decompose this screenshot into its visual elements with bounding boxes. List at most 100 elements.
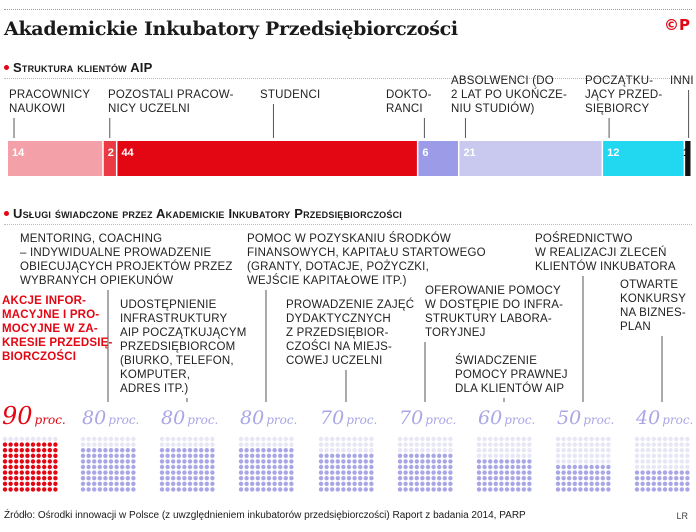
service-dot xyxy=(318,436,324,442)
service-dot xyxy=(442,459,447,464)
service-dot xyxy=(431,436,436,442)
service-dot xyxy=(634,453,640,458)
service-dot xyxy=(397,481,403,486)
service-dot xyxy=(42,459,47,464)
service-dot xyxy=(324,487,329,492)
service-dot xyxy=(567,448,572,453)
service-dot xyxy=(272,442,277,447)
service-dot xyxy=(578,487,583,492)
structure-label-line: NIU STUDIÓW) xyxy=(451,103,535,115)
service-dot xyxy=(199,448,204,453)
service-dot xyxy=(425,436,431,442)
service-dot xyxy=(358,459,363,464)
service-dot xyxy=(409,487,414,492)
service-dot xyxy=(358,453,363,458)
service-dot xyxy=(278,487,283,492)
service-dot xyxy=(14,487,19,492)
service-category-label: UDOSTĘPNIENIE INFRASTRUKTURY AIP POCZĄTKUJ… xyxy=(120,298,247,396)
service-dot xyxy=(42,436,47,442)
service-dot xyxy=(341,436,346,442)
service-dot xyxy=(668,464,673,470)
service-dot xyxy=(668,487,673,492)
service-dot xyxy=(125,481,130,486)
service-dot xyxy=(589,470,594,475)
service-dot xyxy=(651,459,656,464)
service-dot xyxy=(521,481,526,486)
structure-label-line: RANCI xyxy=(386,103,423,115)
service-dot xyxy=(358,487,363,492)
service-dot xyxy=(561,453,566,458)
service-percent-value: 90 proc. xyxy=(2,402,66,430)
service-dot xyxy=(120,453,125,458)
service-dot xyxy=(352,436,357,442)
service-percent-value: 40 proc. xyxy=(635,407,693,429)
service-percent-value: 80 proc. xyxy=(82,407,139,429)
service-dot xyxy=(369,464,374,470)
service-dot xyxy=(685,436,690,442)
service-dot xyxy=(448,476,453,481)
service-dot xyxy=(589,481,594,486)
service-dot xyxy=(488,476,493,481)
service-dot xyxy=(187,464,193,470)
service-label-line: KOMPUTER, xyxy=(120,369,191,381)
service-dot xyxy=(47,453,52,458)
service-dot xyxy=(42,448,47,453)
service-dot xyxy=(14,453,19,458)
service-dot xyxy=(589,436,594,442)
service-dot xyxy=(2,436,8,442)
service-dot xyxy=(572,470,577,475)
service-dot xyxy=(476,448,482,453)
service-dot xyxy=(488,481,493,486)
service-label-line: (GRANTY, DOTACJE, POŻYCZKI, xyxy=(247,261,429,273)
service-dot xyxy=(108,436,114,442)
service-category-label: OFEROWANIE POMOCY W DOSTĘPIE DO INFRA- STR… xyxy=(425,284,563,340)
service-dot xyxy=(555,448,561,453)
service-dot xyxy=(448,459,453,464)
service-dot xyxy=(527,448,532,453)
service-dot xyxy=(120,481,125,486)
service-dot xyxy=(431,442,436,447)
service-dot xyxy=(420,453,425,458)
service-dot xyxy=(352,481,357,486)
service-dot xyxy=(2,470,8,475)
service-dot xyxy=(634,442,640,447)
service-dot xyxy=(131,448,136,453)
service-dot xyxy=(187,442,193,447)
service-dot xyxy=(97,453,103,458)
structure-label-line: DOKTO- xyxy=(386,89,432,101)
service-dot xyxy=(674,459,679,464)
service-dot xyxy=(352,476,357,481)
service-dot xyxy=(448,442,453,447)
service-dot xyxy=(53,487,58,492)
service-dot xyxy=(159,448,165,453)
service-dot xyxy=(125,442,130,447)
service-dot xyxy=(330,436,335,442)
service-dot xyxy=(193,464,198,470)
service-dot xyxy=(199,453,204,458)
service-dot xyxy=(668,453,673,458)
service-dot xyxy=(261,448,266,453)
service-percent-number: 40 xyxy=(635,407,660,429)
service-dot xyxy=(244,464,249,470)
service-dot xyxy=(86,436,91,442)
service-dot xyxy=(589,487,594,492)
service-dot xyxy=(504,487,510,492)
service-dot xyxy=(442,476,447,481)
service-label-line: POMOCY PRAWNEJ xyxy=(455,369,568,381)
service-dot xyxy=(86,442,91,447)
service-dot xyxy=(414,448,419,453)
service-label-line: KONKURSY xyxy=(620,293,687,305)
service-dot xyxy=(42,453,47,458)
service-dot xyxy=(640,436,645,442)
service-dot xyxy=(193,459,198,464)
service-dot xyxy=(510,448,515,453)
service-dot xyxy=(572,476,577,481)
service-dot xyxy=(657,476,662,481)
service-dot xyxy=(521,487,526,492)
service-dot xyxy=(120,487,125,492)
service-dot xyxy=(369,487,374,492)
service-dot xyxy=(278,459,283,464)
service-dot xyxy=(482,442,487,447)
service-dot xyxy=(182,476,187,481)
service-dot xyxy=(2,448,8,453)
